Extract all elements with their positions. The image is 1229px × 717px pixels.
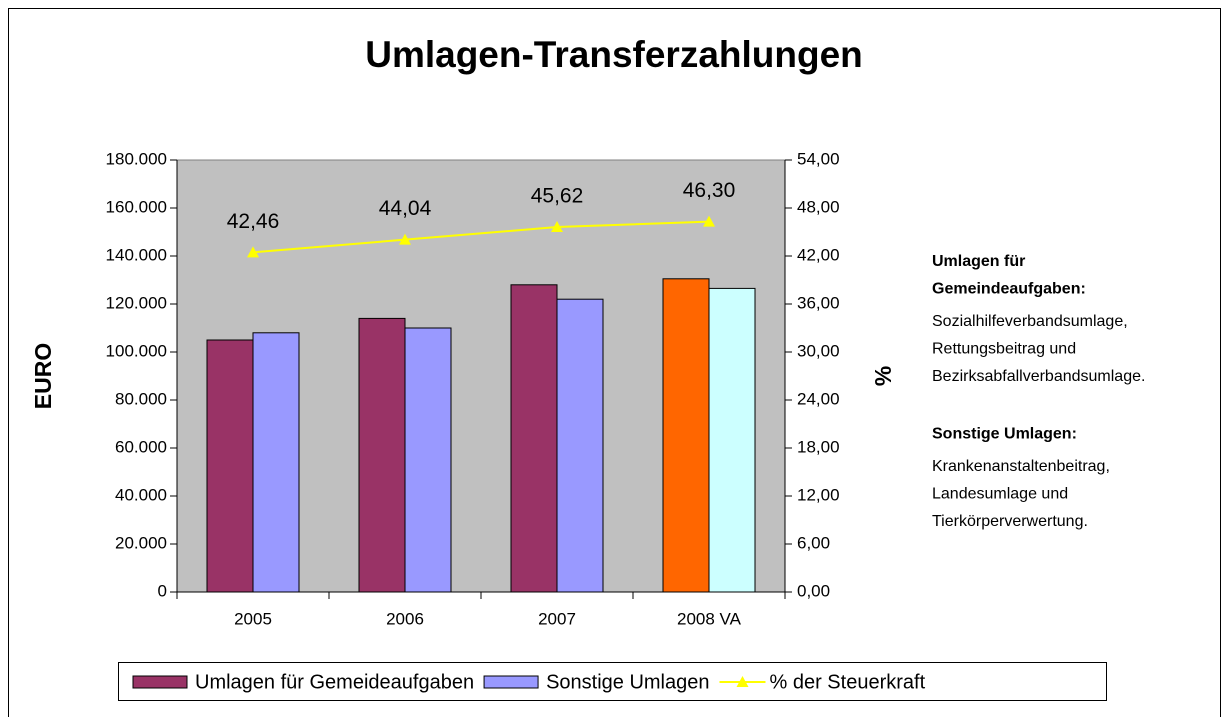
- y-tick-label: 120.000: [106, 293, 167, 312]
- legend-label: Sonstige Umlagen: [546, 671, 709, 693]
- y2-tick-label: 18,00: [797, 437, 840, 456]
- line: [252, 220, 710, 254]
- bar: [708, 287, 756, 593]
- data-label: 46,30: [683, 179, 736, 202]
- data-label: 45,62: [531, 185, 584, 208]
- line-marker: [399, 233, 411, 245]
- y2-tick-label: 0,00: [797, 581, 830, 600]
- legend-box: [118, 662, 1107, 701]
- annotation-text: Krankenanstaltenbeitrag,: [932, 458, 1110, 475]
- y2-tick-label: 48,00: [797, 197, 840, 216]
- y-tick-label: 180.000: [106, 149, 167, 168]
- y2-tick-label: 6,00: [797, 533, 830, 552]
- annotation-text: Sozialhilfeverbandsumlage,: [932, 313, 1128, 330]
- y2-tick-label: 54,00: [797, 149, 840, 168]
- data-label: 42,46: [227, 210, 280, 233]
- line-marker: [703, 215, 715, 227]
- annotation-text: Tierkörperverwertung.: [932, 513, 1088, 530]
- y-tick-label: 160.000: [106, 197, 167, 216]
- bar: [252, 332, 300, 593]
- bar: [404, 327, 452, 593]
- legend-label: % der Steuerkraft: [770, 671, 926, 693]
- y2-axis-label: %: [870, 366, 896, 386]
- x-tick-label: 2005: [234, 609, 272, 628]
- x-tick-label: 2008 VA: [677, 609, 742, 628]
- bar: [206, 339, 254, 593]
- legend-marker: [736, 676, 749, 687]
- legend-swatch: [132, 675, 188, 689]
- y2-tick-label: 30,00: [797, 341, 840, 360]
- y-tick-label: 80.000: [115, 389, 167, 408]
- y2-tick-label: 42,00: [797, 245, 840, 264]
- y-tick-label: 60.000: [115, 437, 167, 456]
- bar: [510, 284, 558, 593]
- legend-label: Umlagen für Gemeideaufgaben: [195, 671, 474, 693]
- y2-tick-label: 36,00: [797, 293, 840, 312]
- data-label: 44,04: [379, 197, 432, 220]
- y-tick-label: 0: [158, 581, 167, 600]
- annotation-text: Landesumlage und: [932, 486, 1068, 503]
- x-tick-label: 2006: [386, 609, 424, 628]
- chart-title: Umlagen-Transferzahlungen: [365, 34, 863, 75]
- line-marker: [551, 221, 563, 233]
- annotation-title: Sonstige Umlagen:: [932, 426, 1077, 443]
- y2-tick-label: 24,00: [797, 389, 840, 408]
- annotation-title: Umlagen für: [932, 253, 1025, 270]
- y-tick-label: 100.000: [106, 341, 167, 360]
- bar: [358, 317, 406, 593]
- bar: [556, 298, 604, 593]
- y-tick-label: 140.000: [106, 245, 167, 264]
- annotation-text: Rettungsbeitrag und: [932, 341, 1076, 358]
- annotation-text: Bezirksabfallverbandsumlage.: [932, 368, 1145, 385]
- y-tick-label: 40.000: [115, 485, 167, 504]
- y2-tick-label: 12,00: [797, 485, 840, 504]
- y-axis-label: EURO: [30, 343, 56, 409]
- x-tick-label: 2007: [538, 609, 576, 628]
- bar: [662, 278, 710, 593]
- y-tick-label: 20.000: [115, 533, 167, 552]
- line-marker: [247, 246, 259, 258]
- annotation-title: Gemeindeaufgaben:: [932, 281, 1086, 298]
- legend-swatch: [483, 675, 539, 689]
